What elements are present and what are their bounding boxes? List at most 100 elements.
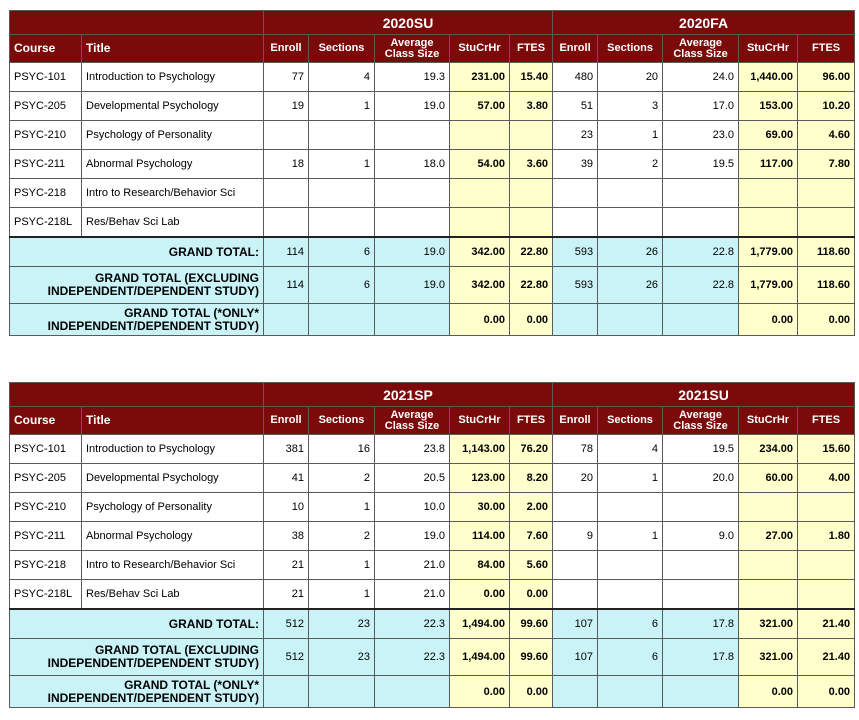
avg-class-size-cell: 23.8 bbox=[374, 434, 450, 464]
ftes-cell: 22.80 bbox=[508, 266, 554, 304]
avg-class-size-cell: 10.0 bbox=[374, 492, 450, 522]
title-cell: Res/Behav Sci Lab bbox=[81, 207, 264, 238]
avg-class-size-cell: 20.5 bbox=[374, 463, 450, 493]
sections-cell: 4 bbox=[308, 62, 375, 92]
enroll-cell bbox=[263, 675, 309, 708]
course-cell: PSYC-211 bbox=[9, 149, 82, 179]
enroll-cell: 593 bbox=[552, 266, 599, 304]
sections-cell: 1 bbox=[597, 120, 664, 150]
col-header-sections: Sections bbox=[308, 34, 375, 63]
table-row: PSYC-218L Res/Behav Sci Lab bbox=[9, 207, 856, 238]
stucrhr-cell: 1,779.00 bbox=[738, 266, 799, 304]
term-header: 2021SP bbox=[263, 382, 553, 407]
title-cell: Developmental Psychology bbox=[81, 91, 264, 121]
stucrhr-cell: 0.00 bbox=[738, 303, 799, 336]
ftes-cell: 7.80 bbox=[797, 149, 856, 179]
stucrhr-cell: 153.00 bbox=[738, 91, 799, 121]
enroll-cell: 107 bbox=[552, 638, 598, 676]
table-row: PSYC-218 Intro to Research/Behavior Sci bbox=[9, 178, 856, 208]
avg-class-size-cell: 19.0 bbox=[374, 91, 450, 121]
avg-class-size-cell: 19.5 bbox=[662, 149, 740, 179]
enroll-cell: 21 bbox=[263, 579, 309, 610]
course-cell: PSYC-218 bbox=[9, 178, 82, 208]
sections-cell bbox=[597, 675, 663, 708]
sections-cell bbox=[308, 120, 375, 150]
col-header-enroll: Enroll bbox=[263, 406, 309, 435]
enroll-cell bbox=[552, 207, 599, 238]
ftes-cell: 4.60 bbox=[797, 120, 856, 150]
col-header-avg-class-size: Average Class Size bbox=[662, 406, 739, 435]
table-row: PSYC-210 Psychology of Personality 23 1 23.0… bbox=[9, 120, 856, 150]
ftes-cell bbox=[508, 178, 554, 208]
grand-total-row: GRAND TOTAL: 512 23 22.3 1,494.00 99.60 107 6 17… bbox=[9, 608, 856, 639]
term-header: 2020SU bbox=[262, 10, 554, 35]
stucrhr-cell: 342.00 bbox=[449, 266, 510, 304]
avg-class-size-cell: 20.0 bbox=[662, 463, 739, 493]
col-header-ftes: FTES bbox=[796, 406, 856, 435]
ftes-cell: 99.60 bbox=[509, 608, 553, 639]
title-cell: Abnormal Psychology bbox=[81, 521, 264, 551]
stucrhr-cell: 1,779.00 bbox=[738, 236, 799, 267]
sections-cell: 6 bbox=[597, 638, 663, 676]
col-header-avg-class-size: Average Class Size bbox=[662, 34, 740, 63]
stucrhr-cell: 114.00 bbox=[449, 521, 510, 551]
ftes-cell: 0.00 bbox=[508, 303, 554, 336]
sections-cell bbox=[597, 550, 663, 580]
col-header-enroll: Enroll bbox=[263, 34, 309, 63]
sections-cell: 1 bbox=[308, 91, 375, 121]
sections-cell: 2 bbox=[597, 149, 664, 179]
avg-class-size-cell: 21.0 bbox=[374, 579, 450, 610]
stucrhr-cell: 1,143.00 bbox=[449, 434, 510, 464]
avg-class-size-cell bbox=[662, 178, 740, 208]
avg-class-size-cell: 17.0 bbox=[662, 91, 740, 121]
stucrhr-cell: 234.00 bbox=[738, 434, 798, 464]
avg-class-size-cell bbox=[374, 675, 450, 708]
ftes-cell: 10.20 bbox=[797, 91, 856, 121]
ftes-cell bbox=[797, 178, 856, 208]
table-row: PSYC-218 Intro to Research/Behavior Sci 21… bbox=[9, 550, 856, 580]
stucrhr-cell: 321.00 bbox=[738, 638, 798, 676]
enroll-cell: 77 bbox=[263, 62, 309, 92]
sections-cell: 16 bbox=[308, 434, 375, 464]
avg-class-size-cell: 19.3 bbox=[374, 62, 450, 92]
col-header-enroll: Enroll bbox=[552, 406, 598, 435]
stucrhr-cell: 27.00 bbox=[738, 521, 798, 551]
col-header-ftes: FTES bbox=[508, 34, 554, 63]
enroll-cell: 512 bbox=[263, 638, 309, 676]
stucrhr-cell: 0.00 bbox=[449, 579, 510, 610]
avg-class-size-cell: 9.0 bbox=[662, 521, 739, 551]
sections-cell: 1 bbox=[308, 550, 375, 580]
ftes-cell: 5.60 bbox=[509, 550, 553, 580]
col-header-course: Course bbox=[9, 34, 82, 63]
grand-total-label: GRAND TOTAL (EXCLUDING INDEPENDENT/DEPEN… bbox=[9, 266, 264, 304]
table-row: PSYC-205 Developmental Psychology 19 1 19.0 5… bbox=[9, 91, 856, 121]
enroll-cell: 78 bbox=[552, 434, 598, 464]
enroll-cell bbox=[263, 207, 309, 238]
col-header-ftes: FTES bbox=[509, 406, 553, 435]
sections-cell bbox=[597, 207, 664, 238]
col-header-stucrhr: StuCrHr bbox=[738, 34, 799, 63]
grand-total-label: GRAND TOTAL: bbox=[9, 608, 264, 639]
avg-class-size-cell bbox=[662, 492, 739, 522]
stucrhr-cell bbox=[738, 207, 799, 238]
term-header: 2020FA bbox=[552, 10, 856, 35]
enroll-cell bbox=[552, 579, 598, 610]
ftes-cell: 3.60 bbox=[508, 149, 554, 179]
col-header-sections: Sections bbox=[597, 34, 664, 63]
sections-cell: 1 bbox=[597, 463, 663, 493]
ftes-cell: 1.80 bbox=[796, 521, 856, 551]
sections-cell: 4 bbox=[597, 434, 663, 464]
sections-cell bbox=[308, 178, 375, 208]
course-cell: PSYC-218 bbox=[9, 550, 82, 580]
course-cell: PSYC-210 bbox=[9, 492, 82, 522]
avg-class-size-cell: 18.0 bbox=[374, 149, 450, 179]
enroll-cell: 18 bbox=[263, 149, 309, 179]
enrollment-table-2021: 2021SP 2021SU Course Title Enroll Sectio… bbox=[9, 382, 856, 708]
enroll-cell: 512 bbox=[263, 608, 309, 639]
sections-cell: 2 bbox=[308, 463, 375, 493]
stucrhr-cell: 117.00 bbox=[738, 149, 799, 179]
enroll-cell bbox=[263, 303, 309, 336]
ftes-cell: 99.60 bbox=[509, 638, 553, 676]
enroll-cell: 381 bbox=[263, 434, 309, 464]
ftes-cell: 0.00 bbox=[509, 675, 553, 708]
